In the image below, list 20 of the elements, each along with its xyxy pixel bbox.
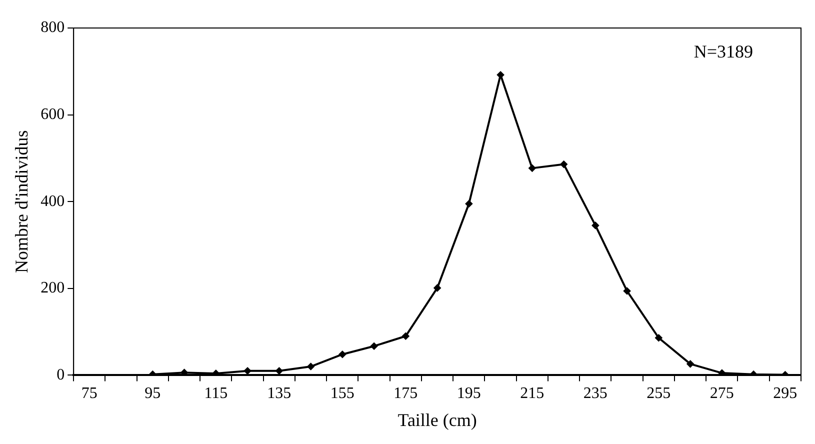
x-tick-label: 255 [646,385,671,402]
annotation: N=3189 [694,42,753,62]
y-tick-label: 200 [40,280,65,297]
x-tick-label: 215 [520,385,544,402]
x-tick-label: 295 [773,385,798,402]
y-tick-label: 600 [40,106,65,124]
y-axis-title: Nombre d'individus [12,130,32,273]
y-tick-label: 400 [40,192,65,210]
x-tick-label: 155 [330,385,354,402]
x-tick-label: 175 [394,385,418,402]
x-tick-label: 135 [267,385,292,402]
y-tick-label: 800 [40,19,65,36]
x-tick-label: 115 [204,385,228,402]
x-tick-label: 275 [710,385,734,402]
x-tick-label: 235 [583,385,608,402]
x-axis-title: Taille (cm) [398,410,477,430]
x-tick-label: 195 [456,385,481,402]
y-tick-label: 0 [56,366,65,384]
x-tick-label: 95 [144,385,161,402]
x-tick-label: 75 [81,385,98,402]
